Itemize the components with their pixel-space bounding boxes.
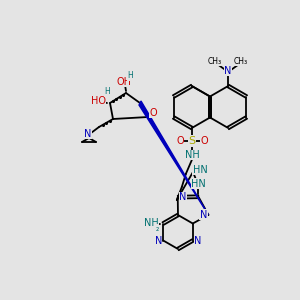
Text: N: N [179, 192, 186, 202]
Text: CH₃: CH₃ [208, 56, 222, 65]
Text: N: N [84, 129, 92, 139]
Text: HO: HO [91, 96, 106, 106]
Text: O: O [200, 136, 208, 146]
Text: H: H [104, 88, 110, 97]
Text: N: N [194, 236, 202, 245]
Text: HN: HN [193, 165, 207, 175]
Text: N: N [200, 210, 207, 220]
Text: NH: NH [144, 218, 159, 229]
Text: O: O [149, 108, 157, 118]
Text: O: O [176, 136, 184, 146]
Text: N: N [224, 66, 232, 76]
Polygon shape [139, 101, 208, 215]
Text: CH₃: CH₃ [234, 56, 248, 65]
Text: N: N [154, 236, 162, 245]
Text: NH: NH [185, 150, 200, 160]
Text: ₂: ₂ [156, 224, 159, 233]
Text: H: H [127, 71, 133, 80]
Text: S: S [188, 136, 195, 146]
Text: HN: HN [191, 179, 206, 189]
Text: OH: OH [116, 77, 131, 87]
